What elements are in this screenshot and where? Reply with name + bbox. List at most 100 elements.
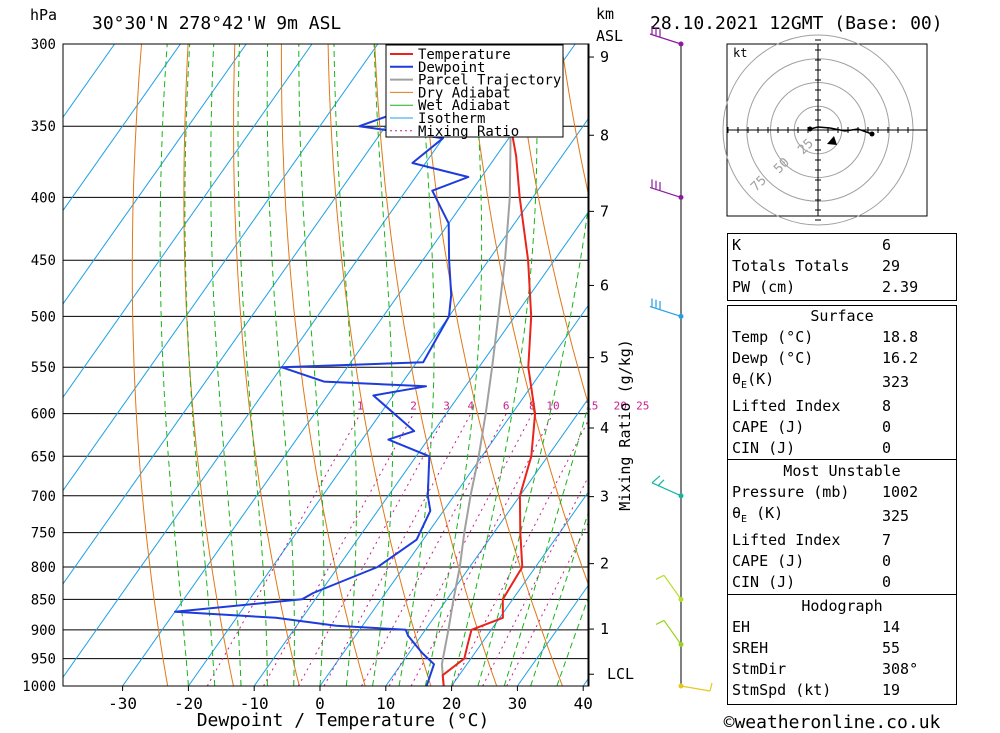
barb-staff — [680, 685, 711, 692]
storm-motion-marker — [827, 136, 837, 145]
axes: 3003504004505005506006507007508008509009… — [22, 37, 593, 713]
x-tick-label: -20 — [174, 694, 203, 713]
mu-title: Most Unstable — [783, 462, 901, 480]
surface-box: Surface Temp (°C) 18.8 Dewp (°C) 16.2 θE(K… — [727, 305, 957, 460]
height-tick-label: 8 — [600, 126, 609, 144]
pressure-tick-label: 600 — [31, 407, 56, 423]
stmdir-label: StmDir — [732, 660, 787, 678]
eh-value: 14 — [882, 618, 901, 636]
wind-barb — [655, 619, 682, 645]
surface-dewp-value: 16.2 — [882, 349, 919, 367]
mixing-ratio-label: 3 — [443, 400, 450, 413]
isotherm-line — [63, 44, 116, 119]
index-row-tt: Totals Totals 29 — [728, 256, 956, 277]
k-label: K — [732, 236, 742, 254]
stmdir-value: 308° — [882, 660, 919, 678]
wet-adiabat-line — [477, 197, 589, 686]
wet-adiabat-line — [237, 44, 268, 686]
height-tick-label: 2 — [600, 555, 609, 573]
wet-adiabat-line — [333, 44, 357, 686]
pw-label: PW (cm) — [732, 278, 796, 296]
mu-li-value: 7 — [882, 531, 892, 549]
wet-adiabat-line — [556, 594, 589, 686]
surface-temp-value: 18.8 — [882, 328, 919, 346]
datetime-title: 28.10.2021 12GMT (Base: 00) — [650, 13, 943, 34]
mu-theta-label: θE (K) — [732, 504, 784, 525]
mu-li-label: Lifted Index — [732, 531, 841, 549]
dry-adiabat-line — [514, 44, 589, 408]
barb-flag — [651, 475, 661, 484]
dry-adiabat-line — [420, 44, 563, 686]
most-unstable-box: Most Unstable Pressure (mb) 1002 θE (K) 32… — [727, 459, 957, 595]
height-unit-km: km — [596, 5, 614, 23]
wind-barb — [649, 179, 682, 198]
x-tick-label: -30 — [108, 694, 137, 713]
isotherm-line — [63, 44, 247, 305]
surface-temp-label: Temp (°C) — [732, 328, 814, 346]
temperature-line — [441, 44, 537, 686]
mixing-ratio-label: 2 — [410, 400, 417, 413]
wet-adiabat-line — [451, 44, 538, 686]
pressure-tick-label: 400 — [31, 190, 56, 206]
dry-adiabat-line — [131, 44, 169, 686]
pw-value: 2.39 — [882, 278, 919, 296]
wind-barbs — [649, 26, 713, 692]
pressure-tick-label: 500 — [31, 309, 56, 325]
dry-adiabat-line — [183, 44, 234, 686]
legend-label: Dewpoint — [418, 60, 485, 76]
index-row-pw: PW (cm) 2.39 — [728, 277, 956, 298]
wet-adiabat-line — [372, 44, 394, 686]
mixing-ratio-label: 8 — [529, 400, 536, 413]
surface-theta-value: 323 — [882, 373, 910, 391]
pressure-tick-label: 900 — [31, 623, 56, 639]
pressure-tick-label: 1000 — [22, 679, 56, 695]
stmspd-label: StmSpd (kt) — [732, 681, 832, 699]
barb-flag — [655, 619, 665, 625]
mu-pressure-label: Pressure (mb) — [732, 483, 850, 501]
mixing-ratio-label: 20 — [614, 400, 627, 413]
surface-cape-value: 0 — [882, 418, 892, 436]
pressure-tick-label: 950 — [31, 652, 56, 668]
hodograph-trace — [809, 126, 873, 135]
wet-adiabat-line — [266, 44, 295, 686]
wind-barb — [649, 26, 682, 45]
x-tick-label: 30 — [508, 694, 527, 713]
mu-cape-value: 0 — [882, 552, 892, 570]
wet-adiabat-line — [424, 44, 483, 686]
mixing-ratio-label: 1 — [357, 400, 364, 413]
pressure-tick-label: 700 — [31, 489, 56, 505]
mixing-ratio-label: 10 — [546, 400, 559, 413]
legend-label: Isotherm — [418, 111, 485, 127]
barb-staff — [663, 574, 682, 600]
height-unit-asl: ASL — [596, 27, 623, 45]
height-tick-label: 7 — [600, 202, 609, 220]
legend-label: Dry Adiabat — [418, 85, 511, 101]
barb-flag — [657, 479, 665, 487]
surface-cin-value: 0 — [882, 439, 892, 457]
isotherm-line — [63, 44, 313, 399]
pressure-tick-label: 550 — [31, 360, 56, 376]
wind-barb — [655, 574, 682, 600]
wind-barb — [651, 475, 682, 497]
surface-dewp-label: Dewp (°C) — [732, 349, 814, 367]
legend-label: Parcel Trajectory — [418, 73, 561, 89]
background-grid — [63, 44, 589, 686]
hodograph-unit: kt — [733, 46, 747, 60]
x-tick-label: 40 — [574, 694, 593, 713]
x-axis-label: Dewpoint / Temperature (°C) — [197, 710, 490, 731]
isotherm-line — [63, 44, 181, 212]
x-tick-label: -10 — [240, 694, 269, 713]
dry-adiabat-line — [233, 44, 300, 686]
isotherm-line — [451, 490, 589, 686]
mixing-ratio-line — [482, 474, 589, 686]
dry-adiabat-line — [374, 44, 498, 686]
wet-adiabat-line — [398, 44, 435, 686]
tt-label: Totals Totals — [732, 257, 850, 275]
mixing-ratio-line — [297, 413, 448, 686]
mixing-ratio-line — [323, 413, 472, 686]
hodograph-stats-box: Hodograph EH 14 SREH 55 StmDir 308° StmSpd … — [727, 594, 957, 705]
pressure-tick-label: 750 — [31, 526, 56, 542]
wind-barb — [680, 682, 713, 692]
